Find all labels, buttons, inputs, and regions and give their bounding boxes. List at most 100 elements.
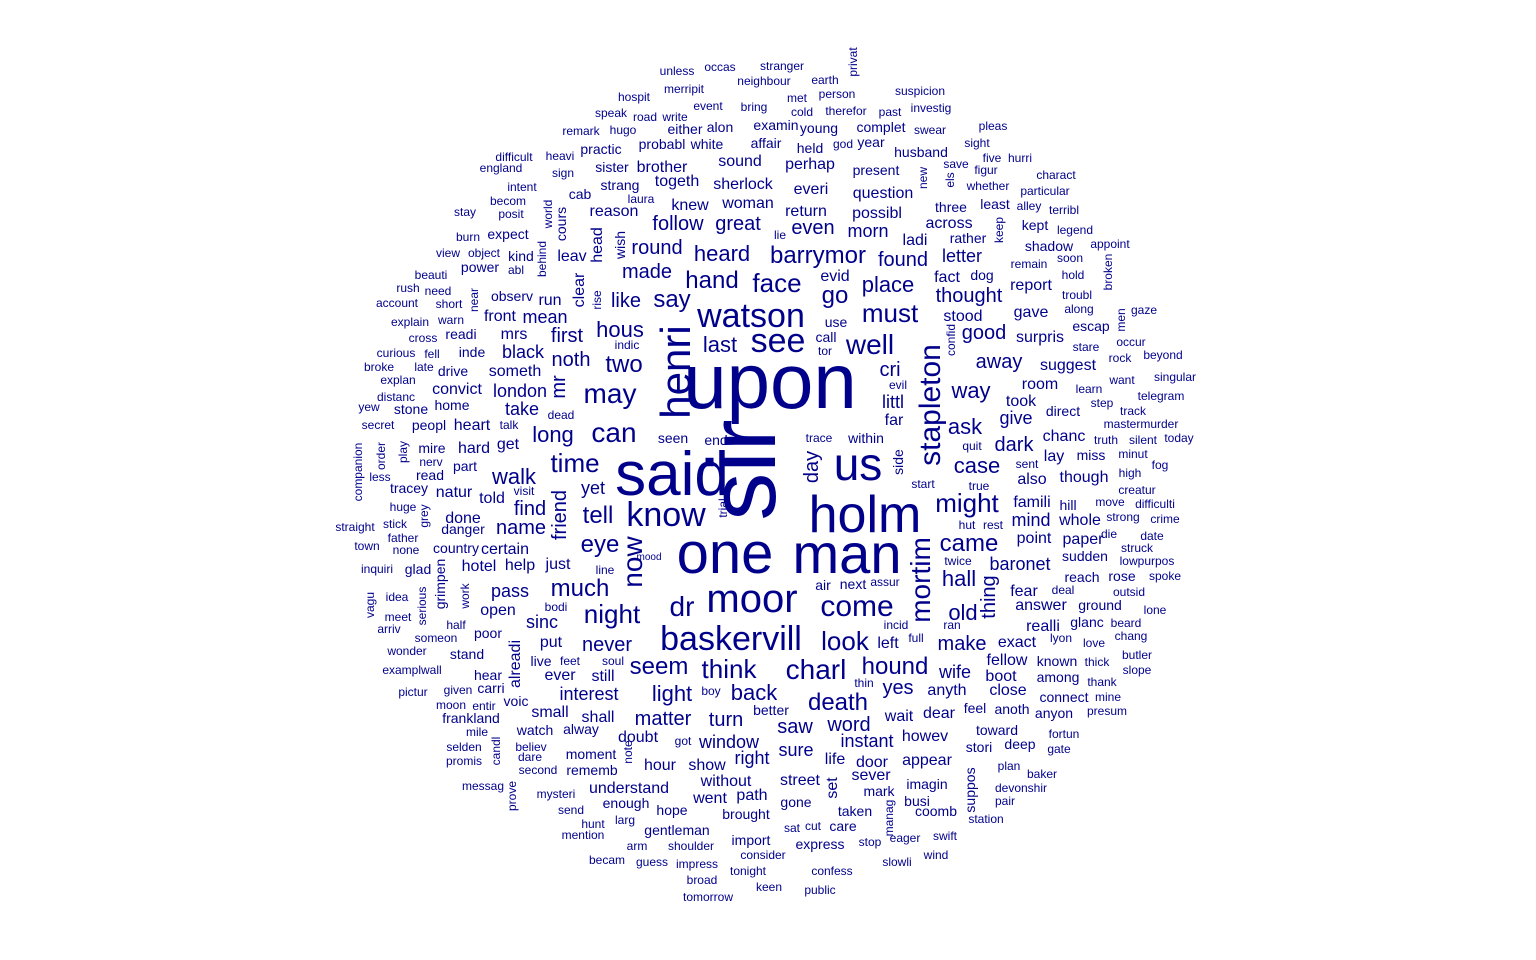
word-indic: indic (615, 338, 640, 352)
word-said: said (615, 440, 729, 509)
word-boy: boy (701, 684, 720, 698)
word-broke: broke (364, 360, 394, 374)
word-arriv: arriv (377, 622, 400, 636)
word-gentleman: gentleman (644, 822, 709, 838)
word-glad: glad (405, 561, 431, 577)
word-start: start (911, 477, 935, 491)
word-observ: observ (491, 288, 533, 304)
word-read: read (416, 467, 444, 483)
word-thin: thin (854, 676, 873, 690)
word-miss: miss (1077, 447, 1106, 463)
word-certain: certain (481, 541, 529, 558)
word-public: public (804, 883, 835, 897)
word-two: two (605, 351, 642, 378)
word-take: take (505, 399, 539, 419)
word-sudden: sudden (1062, 548, 1108, 564)
word-mind: mind (1011, 510, 1050, 530)
word-follow: follow (652, 213, 704, 235)
word-father: father (388, 531, 419, 545)
word-mood: mood (636, 552, 661, 563)
word-suggest: suggest (1040, 357, 1097, 374)
word-deep: deep (1004, 736, 1035, 752)
word-appoint: appoint (1090, 237, 1130, 251)
word-trial: trial (716, 498, 730, 517)
word-moment: moment (566, 746, 617, 762)
word-seem: seem (630, 653, 689, 680)
word-yet: yet (581, 478, 605, 498)
word-remark: remark (562, 124, 600, 138)
word-one: one (677, 521, 774, 586)
word-dead: dead (548, 408, 575, 422)
word-morn: morn (847, 221, 888, 241)
word-yes: yes (882, 677, 913, 699)
word-need: need (425, 284, 452, 298)
word-lowpurpos: lowpurpos (1120, 554, 1175, 568)
word-god: god (833, 137, 853, 151)
word-companion: companion (351, 443, 365, 502)
word-promis: promis (446, 754, 482, 768)
word-ground: ground (1078, 597, 1122, 613)
word-open: open (480, 602, 516, 619)
word-path: path (736, 787, 767, 804)
word-consider: consider (740, 848, 785, 862)
word-heard: heard (694, 241, 750, 266)
word-distanc: distanc (377, 390, 415, 404)
word-taken: taken (838, 803, 872, 819)
word-becam: becam (589, 853, 625, 867)
word-wish: wish (612, 231, 628, 260)
word-remain: remain (1011, 257, 1048, 271)
word-death: death (808, 689, 868, 716)
word-occas: occas (704, 60, 735, 74)
word-silent: silent (1129, 433, 1158, 447)
word-second: second (519, 763, 558, 777)
word-though: though (1060, 469, 1109, 486)
word-privat: privat (846, 47, 860, 77)
word-dog: dog (970, 267, 993, 283)
word-alley: alley (1017, 199, 1042, 213)
word-got: got (675, 734, 692, 748)
word-black: black (502, 342, 545, 362)
word-less: less (369, 470, 390, 484)
word-turn: turn (709, 709, 743, 731)
word-work: work (458, 582, 472, 609)
word-round: round (631, 237, 682, 259)
word-plan: plan (998, 759, 1021, 773)
word-warn: warn (437, 313, 464, 327)
word-track: track (1120, 404, 1147, 418)
word-escap: escap (1072, 318, 1110, 334)
word-much: much (551, 575, 610, 602)
word-lone: lone (1144, 603, 1167, 617)
word-someon: someon (415, 631, 458, 645)
word-posit: posit (498, 207, 524, 221)
word-show: show (688, 757, 726, 774)
word-part: part (453, 458, 477, 474)
word-explain: explain (391, 315, 429, 329)
word-night: night (584, 599, 641, 629)
word-window: window (698, 732, 760, 752)
word-thing: thing (978, 575, 1000, 618)
word-stop: stop (859, 835, 882, 849)
word-say: say (653, 286, 690, 313)
word-drive: drive (438, 363, 469, 379)
word-complet: complet (856, 119, 905, 135)
word-laura: laura (628, 192, 655, 206)
word-now: now (617, 536, 648, 588)
word-bring: bring (741, 100, 768, 114)
word-least: least (980, 196, 1010, 212)
word-mrs: mrs (501, 326, 528, 343)
word-send: send (558, 803, 584, 817)
word-ran: ran (943, 618, 960, 632)
word-case: case (954, 453, 1000, 478)
word-reason: reason (590, 203, 639, 220)
word-told: told (479, 490, 505, 507)
word-use: use (825, 314, 848, 330)
word-arm: arm (627, 839, 648, 853)
word-along: along (1064, 302, 1093, 316)
word-lie: lie (774, 228, 786, 242)
word-hospit: hospit (618, 90, 651, 104)
word-old: old (948, 600, 977, 625)
word-power: power (461, 259, 499, 275)
word-just: just (545, 556, 571, 573)
word-noth: noth (552, 349, 591, 371)
word-dark: dark (995, 434, 1035, 456)
